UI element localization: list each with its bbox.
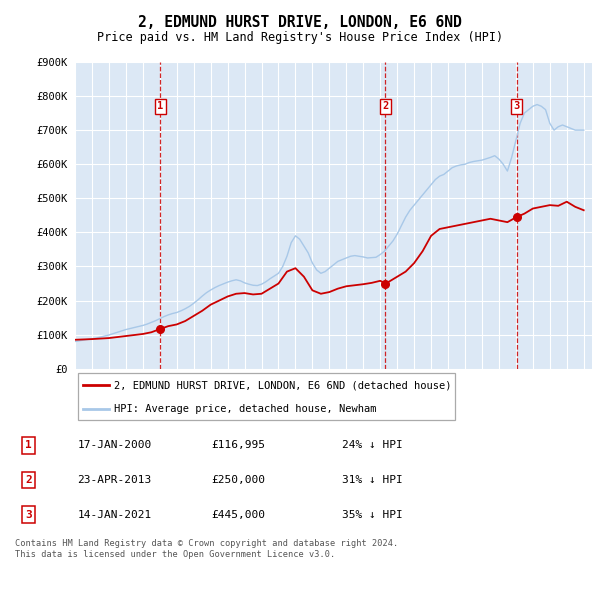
Text: 2018: 2018 bbox=[465, 374, 474, 396]
Text: 1996: 1996 bbox=[92, 374, 101, 396]
Text: 2013: 2013 bbox=[380, 374, 389, 396]
Text: 1997: 1997 bbox=[109, 374, 118, 396]
Text: 2012: 2012 bbox=[363, 374, 372, 396]
Text: Price paid vs. HM Land Registry's House Price Index (HPI): Price paid vs. HM Land Registry's House … bbox=[97, 31, 503, 44]
Text: 2004: 2004 bbox=[227, 374, 236, 396]
Text: 2: 2 bbox=[382, 101, 389, 112]
Text: Contains HM Land Registry data © Crown copyright and database right 2024.
This d: Contains HM Land Registry data © Crown c… bbox=[15, 539, 398, 559]
Text: 1995: 1995 bbox=[75, 374, 84, 396]
Text: 14-JAN-2021: 14-JAN-2021 bbox=[77, 510, 151, 520]
Text: 2001: 2001 bbox=[177, 374, 186, 396]
Text: 17-JAN-2000: 17-JAN-2000 bbox=[77, 440, 151, 450]
Text: 2, EDMUND HURST DRIVE, LONDON, E6 6ND: 2, EDMUND HURST DRIVE, LONDON, E6 6ND bbox=[138, 15, 462, 30]
Text: 2: 2 bbox=[25, 475, 32, 485]
Text: 2003: 2003 bbox=[211, 374, 220, 396]
Text: £116,995: £116,995 bbox=[211, 440, 265, 450]
Text: 3: 3 bbox=[514, 101, 520, 112]
Text: £445,000: £445,000 bbox=[211, 510, 265, 520]
Text: 2025: 2025 bbox=[584, 374, 593, 396]
Text: 2015: 2015 bbox=[414, 374, 423, 396]
Text: 2022: 2022 bbox=[533, 374, 542, 396]
Text: 2020: 2020 bbox=[499, 374, 508, 396]
FancyBboxPatch shape bbox=[77, 373, 455, 420]
Text: 2010: 2010 bbox=[329, 374, 338, 396]
Text: HPI: Average price, detached house, Newham: HPI: Average price, detached house, Newh… bbox=[114, 404, 376, 414]
Text: 1999: 1999 bbox=[143, 374, 152, 396]
Text: 23-APR-2013: 23-APR-2013 bbox=[77, 475, 151, 485]
Text: 2016: 2016 bbox=[431, 374, 440, 396]
Text: 1: 1 bbox=[25, 440, 32, 450]
Text: 2017: 2017 bbox=[448, 374, 457, 396]
Text: 24% ↓ HPI: 24% ↓ HPI bbox=[341, 440, 403, 450]
Text: 2021: 2021 bbox=[516, 374, 525, 396]
Text: 2019: 2019 bbox=[482, 374, 491, 396]
Text: 2005: 2005 bbox=[245, 374, 254, 396]
Text: 2008: 2008 bbox=[295, 374, 304, 396]
Text: 1: 1 bbox=[157, 101, 164, 112]
Text: 2024: 2024 bbox=[567, 374, 576, 396]
Text: 2007: 2007 bbox=[278, 374, 287, 396]
Text: 35% ↓ HPI: 35% ↓ HPI bbox=[341, 510, 403, 520]
Text: 3: 3 bbox=[25, 510, 32, 520]
Text: 2, EDMUND HURST DRIVE, LONDON, E6 6ND (detached house): 2, EDMUND HURST DRIVE, LONDON, E6 6ND (d… bbox=[114, 380, 451, 390]
Text: 2000: 2000 bbox=[160, 374, 169, 396]
Text: 2006: 2006 bbox=[262, 374, 271, 396]
Text: 2014: 2014 bbox=[397, 374, 406, 396]
Text: 2011: 2011 bbox=[346, 374, 355, 396]
Text: 2009: 2009 bbox=[313, 374, 322, 396]
Text: 2023: 2023 bbox=[550, 374, 559, 396]
Text: 1998: 1998 bbox=[126, 374, 135, 396]
Text: 2002: 2002 bbox=[194, 374, 203, 396]
Text: £250,000: £250,000 bbox=[211, 475, 265, 485]
Text: 31% ↓ HPI: 31% ↓ HPI bbox=[341, 475, 403, 485]
